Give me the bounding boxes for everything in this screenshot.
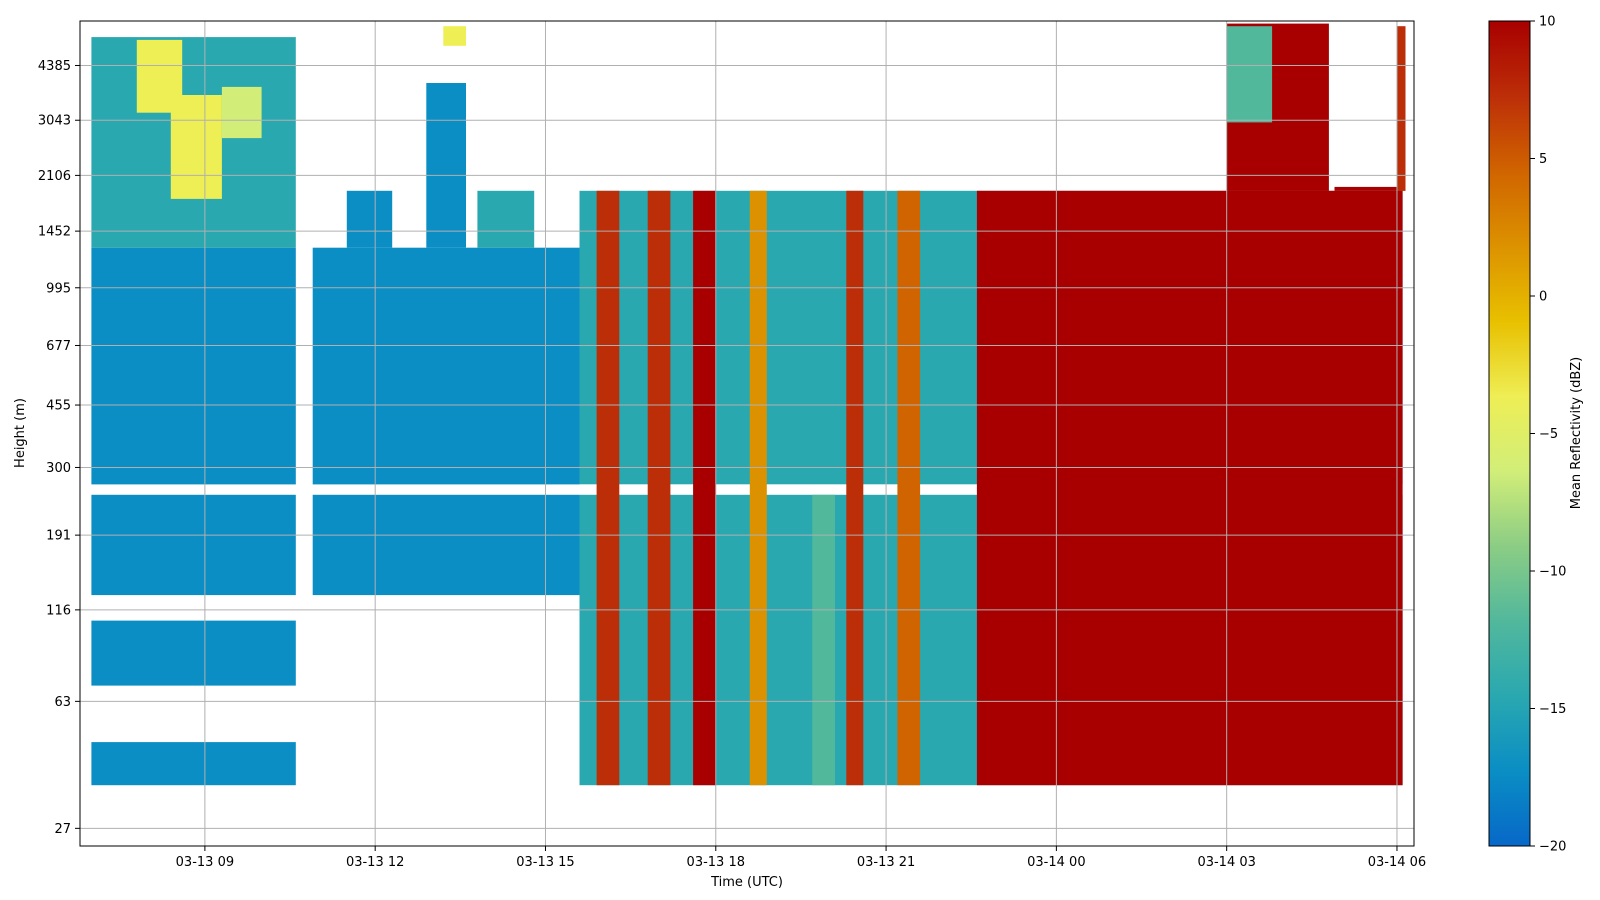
heatmap-region-25 bbox=[1226, 26, 1273, 123]
y-tick-label: 3043 bbox=[38, 114, 71, 129]
x-axis-label: Time (UTC) bbox=[710, 875, 783, 890]
heatmap-region-26 bbox=[1334, 186, 1403, 191]
colorbar-tick-label: −5 bbox=[1539, 427, 1558, 442]
heatmap-region-11 bbox=[426, 83, 466, 248]
y-tick-label: 116 bbox=[46, 603, 71, 618]
heatmap-region-9 bbox=[312, 494, 580, 596]
heatmap-region-0 bbox=[91, 742, 296, 786]
y-tick-label: 995 bbox=[46, 281, 71, 296]
y-tick-label: 1452 bbox=[38, 225, 71, 240]
heatmap-region-21 bbox=[846, 190, 864, 786]
heatmap-region-17 bbox=[647, 190, 671, 786]
heatmap-region-6 bbox=[170, 95, 222, 199]
colorbar-tick-label: 10 bbox=[1539, 15, 1556, 30]
colorbar: 10 5 0 −5 −10 −15 −20 Mean Reflectivity (dBZ) bbox=[1488, 15, 1584, 855]
plot-frame bbox=[79, 20, 1415, 847]
plot-area bbox=[79, 20, 1415, 847]
x-tick-label: 03-13 12 bbox=[346, 855, 404, 870]
colorbar-tick-label: −20 bbox=[1539, 840, 1566, 855]
colorbar-tick-label: −15 bbox=[1539, 702, 1566, 717]
heatmap-region-1 bbox=[91, 620, 296, 686]
x-tick-label: 03-13 09 bbox=[176, 855, 234, 870]
heatmap-region-19 bbox=[749, 190, 767, 786]
heatmap-region-12 bbox=[443, 26, 466, 46]
colorbar-tick-label: 5 bbox=[1539, 152, 1547, 167]
y-axis-ticks: 27 63 116 191 300 455 677 995 1452 2106 3043 4385 bbox=[38, 59, 80, 837]
colorbar-ticks: 10 5 0 −5 −10 −15 −20 bbox=[1530, 15, 1566, 855]
heatmap-region-8 bbox=[312, 247, 580, 485]
heatmap-cells bbox=[91, 23, 1406, 786]
grid-lines bbox=[80, 21, 1414, 846]
colorbar-tick-label: −10 bbox=[1539, 565, 1566, 580]
y-tick-label: 191 bbox=[46, 529, 71, 544]
heatmap-region-2 bbox=[91, 494, 296, 596]
colorbar-gradient bbox=[1489, 21, 1530, 846]
colorbar-label: Mean Reflectivity (dBZ) bbox=[1569, 357, 1584, 510]
heatmap-region-27 bbox=[1397, 26, 1406, 191]
x-axis-ticks: 03-13 09 03-13 12 03-13 15 03-13 18 03-13 21… bbox=[176, 846, 1426, 870]
y-tick-label: 2106 bbox=[38, 169, 71, 184]
y-tick-label: 300 bbox=[46, 461, 71, 476]
heatmap-region-7 bbox=[221, 86, 262, 139]
y-tick-label: 63 bbox=[54, 695, 71, 710]
x-tick-label: 03-13 21 bbox=[857, 855, 915, 870]
y-tick-label: 677 bbox=[46, 339, 71, 354]
y-axis-label: Height (m) bbox=[13, 398, 28, 468]
y-tick-label: 27 bbox=[54, 822, 71, 837]
y-tick-label: 4385 bbox=[38, 59, 71, 74]
heatmap-region-18 bbox=[693, 190, 716, 786]
x-tick-label: 03-14 00 bbox=[1027, 855, 1085, 870]
colorbar-tick-label: 0 bbox=[1539, 290, 1547, 305]
heatmap-region-10 bbox=[346, 190, 393, 248]
heatmap-region-22 bbox=[897, 190, 921, 786]
heatmap-region-23 bbox=[976, 190, 1403, 786]
heatmap-region-20 bbox=[812, 494, 835, 786]
heatmap-region-13 bbox=[477, 190, 535, 248]
x-tick-label: 03-14 03 bbox=[1197, 855, 1255, 870]
heatmap-region-3 bbox=[91, 247, 296, 485]
x-tick-label: 03-14 06 bbox=[1368, 855, 1426, 870]
heatmap-region-16 bbox=[596, 190, 620, 786]
x-tick-label: 03-13 18 bbox=[687, 855, 745, 870]
x-tick-label: 03-13 15 bbox=[516, 855, 574, 870]
y-tick-label: 455 bbox=[46, 399, 71, 414]
